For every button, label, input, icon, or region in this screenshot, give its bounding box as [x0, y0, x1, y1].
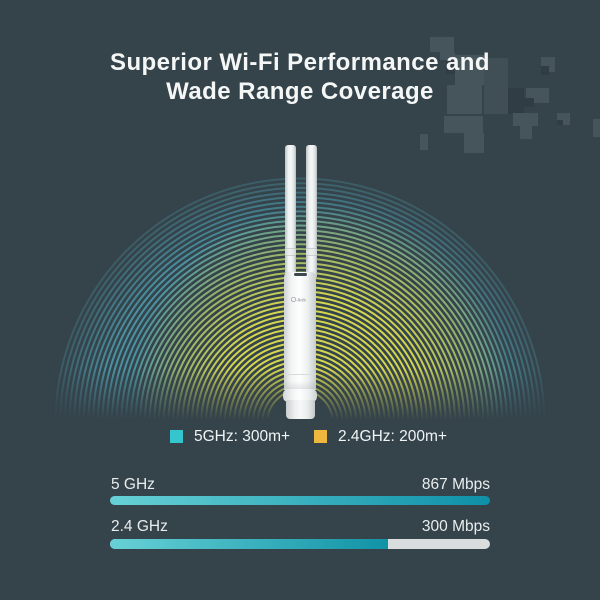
svg-text:-link: -link: [296, 297, 306, 303]
